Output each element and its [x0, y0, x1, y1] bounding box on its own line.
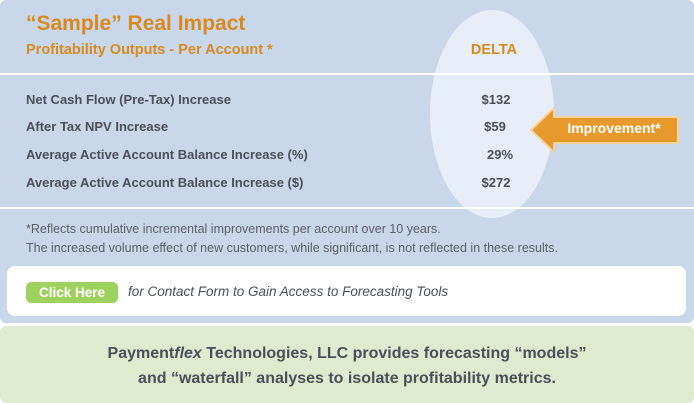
summary-text: Technologies, LLC provides forecasting “… — [201, 345, 587, 362]
metric-value: $132 — [481, 92, 511, 107]
click-here-button[interactable]: Click Here — [26, 282, 118, 303]
improvement-callout: Improvement* — [567, 120, 661, 136]
metric-label: Average Active Account Balance Increase … — [26, 175, 304, 190]
metric-label: Net Cash Flow (Pre-Tax) Increase — [26, 92, 231, 107]
delta-column-header: DELTA — [470, 42, 518, 58]
panel-subtitle: Profitability Outputs - Per Account * — [26, 42, 273, 58]
delta-column-highlight — [430, 10, 554, 218]
metric-label: Average Active Account Balance Increase … — [26, 147, 308, 162]
cta-bar — [7, 266, 686, 316]
metric-label: After Tax NPV Increase — [26, 119, 169, 134]
cta-description: for Contact Form to Gain Access to Forec… — [128, 284, 449, 299]
panel-title: “Sample” Real Impact — [26, 12, 246, 35]
footnote-line: *Reflects cumulative incremental improve… — [26, 222, 441, 236]
footnote-line: The increased volume effect of new custo… — [26, 241, 558, 255]
metric-value: $272 — [481, 175, 511, 190]
left-arrow-icon — [530, 107, 679, 153]
summary-panel — [0, 326, 694, 403]
header-divider — [0, 73, 694, 75]
summary-line-2: and “waterfall” analyses to isolate prof… — [138, 370, 556, 387]
notes-divider — [0, 207, 694, 209]
metric-value: $59 — [484, 119, 506, 134]
company-name-part: Payment — [107, 345, 175, 362]
company-name-emphasis: flex — [174, 345, 202, 362]
summary-line-1: Paymentflex Technologies, LLC provides f… — [0, 345, 694, 363]
metric-value: 29% — [486, 147, 514, 162]
